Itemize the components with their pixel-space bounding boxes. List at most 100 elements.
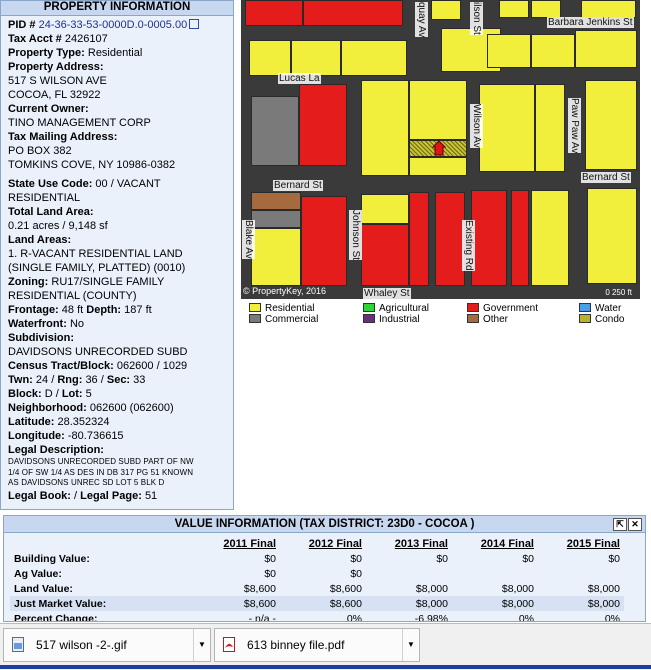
parcel[interactable] xyxy=(303,0,403,26)
mailing-label: Tax Mailing Address: xyxy=(8,131,118,143)
zoning-value-2: RESIDENTIAL (COUNTY) xyxy=(8,290,137,302)
chevron-down-icon[interactable]: ▼ xyxy=(193,629,210,661)
chevron-down-icon[interactable]: ▼ xyxy=(402,629,419,661)
parcel[interactable] xyxy=(499,0,529,18)
parcel[interactable] xyxy=(361,224,409,286)
property-type-label: Property Type: xyxy=(8,47,85,59)
table-row: Ag Value: $0 $0 xyxy=(10,566,624,581)
parcel[interactable] xyxy=(471,190,507,286)
tax-acct-value: 2426107 xyxy=(64,33,108,45)
parcel[interactable] xyxy=(585,80,637,170)
parcel[interactable] xyxy=(479,84,535,172)
pin-up-icon[interactable]: ⇱ xyxy=(613,518,627,531)
parcel[interactable] xyxy=(581,0,636,18)
pdf-file-icon xyxy=(223,637,235,652)
legend-swatch xyxy=(467,303,479,312)
parcel[interactable] xyxy=(361,80,409,176)
longitude-value: -80.736615 xyxy=(67,430,124,442)
legal-page-value: 51 xyxy=(144,489,158,502)
legal-page-label: Legal Page: xyxy=(80,489,142,502)
legend-label: Industrial xyxy=(379,314,420,325)
property-info-panel: PROPERTY INFORMATION PID # 24-36-33-53-0… xyxy=(0,0,234,510)
cell: $8,000 xyxy=(366,596,452,611)
legend-swatch xyxy=(249,303,261,312)
street-label: Wilson Av xyxy=(470,104,483,148)
owner-label: Current Owner: xyxy=(8,103,89,115)
cell: $8,000 xyxy=(587,582,620,595)
legend-label: Water xyxy=(595,303,622,314)
census-label: Census Tract/Block: xyxy=(8,360,114,372)
column-header: 2015 Final xyxy=(566,537,620,550)
legend-swatch xyxy=(363,303,375,312)
parcel[interactable] xyxy=(251,210,301,228)
sec-value: 33 xyxy=(133,374,146,386)
table-row: Just Market Value: $8,600 $8,600 $8,000 … xyxy=(10,596,624,611)
close-icon[interactable]: ✕ xyxy=(628,518,642,531)
parcel[interactable] xyxy=(251,96,299,166)
parcel[interactable] xyxy=(409,157,467,176)
cell: $8,000 xyxy=(538,596,624,611)
legal-desc-line1: DAVIDSONS UNRECORDED SUBD PART OF NW xyxy=(8,457,194,466)
street-label: Whaley St xyxy=(363,288,411,299)
parcel[interactable] xyxy=(511,190,529,286)
house-marker-icon xyxy=(432,140,446,156)
parcel[interactable] xyxy=(409,80,467,140)
parcel[interactable] xyxy=(341,40,407,76)
parcel[interactable] xyxy=(575,30,637,68)
tax-district: (TAX DISTRICT: 23D0 - COCOA ) xyxy=(299,518,475,530)
parcel[interactable] xyxy=(299,84,347,166)
parcel[interactable] xyxy=(245,0,303,26)
parcel[interactable] xyxy=(531,190,569,286)
legend-label: Other xyxy=(483,314,509,325)
parcel[interactable] xyxy=(531,0,561,18)
street-label: Lucas La xyxy=(278,73,321,84)
parcel[interactable] xyxy=(435,192,465,286)
parcel[interactable] xyxy=(251,228,301,286)
parcel[interactable] xyxy=(487,34,531,68)
tax-acct-label: Tax Acct # xyxy=(8,33,62,45)
table-row: Land Value: $8,600 $8,600 $8,000 $8,000 … xyxy=(10,581,624,596)
row-label: Percent Change: xyxy=(14,612,98,622)
legend-label: Government xyxy=(483,303,539,314)
latitude-value: 28.352324 xyxy=(57,416,110,428)
parcel-map[interactable]: quay Av ilson St Barbara Jenkins St Luca… xyxy=(241,0,640,299)
image-file-icon xyxy=(12,637,24,652)
pid-link[interactable]: 24-36-33-53-0000D.0-0005.00 xyxy=(38,19,188,31)
depth-value: 187 ft xyxy=(124,304,152,316)
land-area-label: Total Land Area: xyxy=(8,206,94,218)
parcel[interactable] xyxy=(431,0,461,20)
cell: $8,600 xyxy=(329,582,362,595)
parcel[interactable] xyxy=(301,196,347,286)
external-link-icon[interactable] xyxy=(189,19,200,29)
legend-item-other: Other xyxy=(467,314,508,325)
download-item-pdf[interactable]: 613 binney file.pdf ▼ xyxy=(214,628,420,662)
subdivision-value: DAVIDSONS UNRECORDED SUBD xyxy=(8,346,188,358)
cell: $8,000 xyxy=(415,582,448,595)
parcel[interactable] xyxy=(531,34,575,68)
legend-swatch xyxy=(579,314,591,323)
parcel[interactable] xyxy=(409,192,429,286)
parcel[interactable] xyxy=(587,188,637,284)
frontage-label: Frontage: xyxy=(8,304,59,316)
street-label: Bernard St xyxy=(273,180,323,191)
parcel[interactable] xyxy=(251,192,301,210)
parcel[interactable] xyxy=(361,194,409,224)
parcel[interactable] xyxy=(249,40,291,76)
legal-desc-label: Legal Description: xyxy=(8,444,104,456)
download-item-gif[interactable]: 517 wilson -2-.gif ▼ xyxy=(3,628,211,662)
subdivision-label: Subdivision: xyxy=(8,332,74,344)
neighborhood-value: 062600 (062600) xyxy=(89,402,174,414)
cell: $8,000 xyxy=(452,596,538,611)
panel-title: PROPERTY INFORMATION xyxy=(1,1,233,16)
legal-desc-line3: AS DAVIDSONS UNREC SD LOT 5 BLK D xyxy=(8,478,165,487)
land-use-legend: Residential Agricultural Government Wate… xyxy=(249,303,649,325)
rng-value: 36 xyxy=(85,374,98,386)
download-filename: 517 wilson -2-.gif xyxy=(36,638,127,652)
zoning-value: RU17/SINGLE FAMILY xyxy=(51,276,165,288)
legend-item-industrial: Industrial xyxy=(363,314,420,325)
rng-label: Rng: xyxy=(57,374,83,386)
parcel[interactable] xyxy=(535,84,565,172)
cell: 0% xyxy=(604,612,620,622)
parcel[interactable] xyxy=(291,40,341,76)
twn-label: Twn: xyxy=(8,374,33,386)
